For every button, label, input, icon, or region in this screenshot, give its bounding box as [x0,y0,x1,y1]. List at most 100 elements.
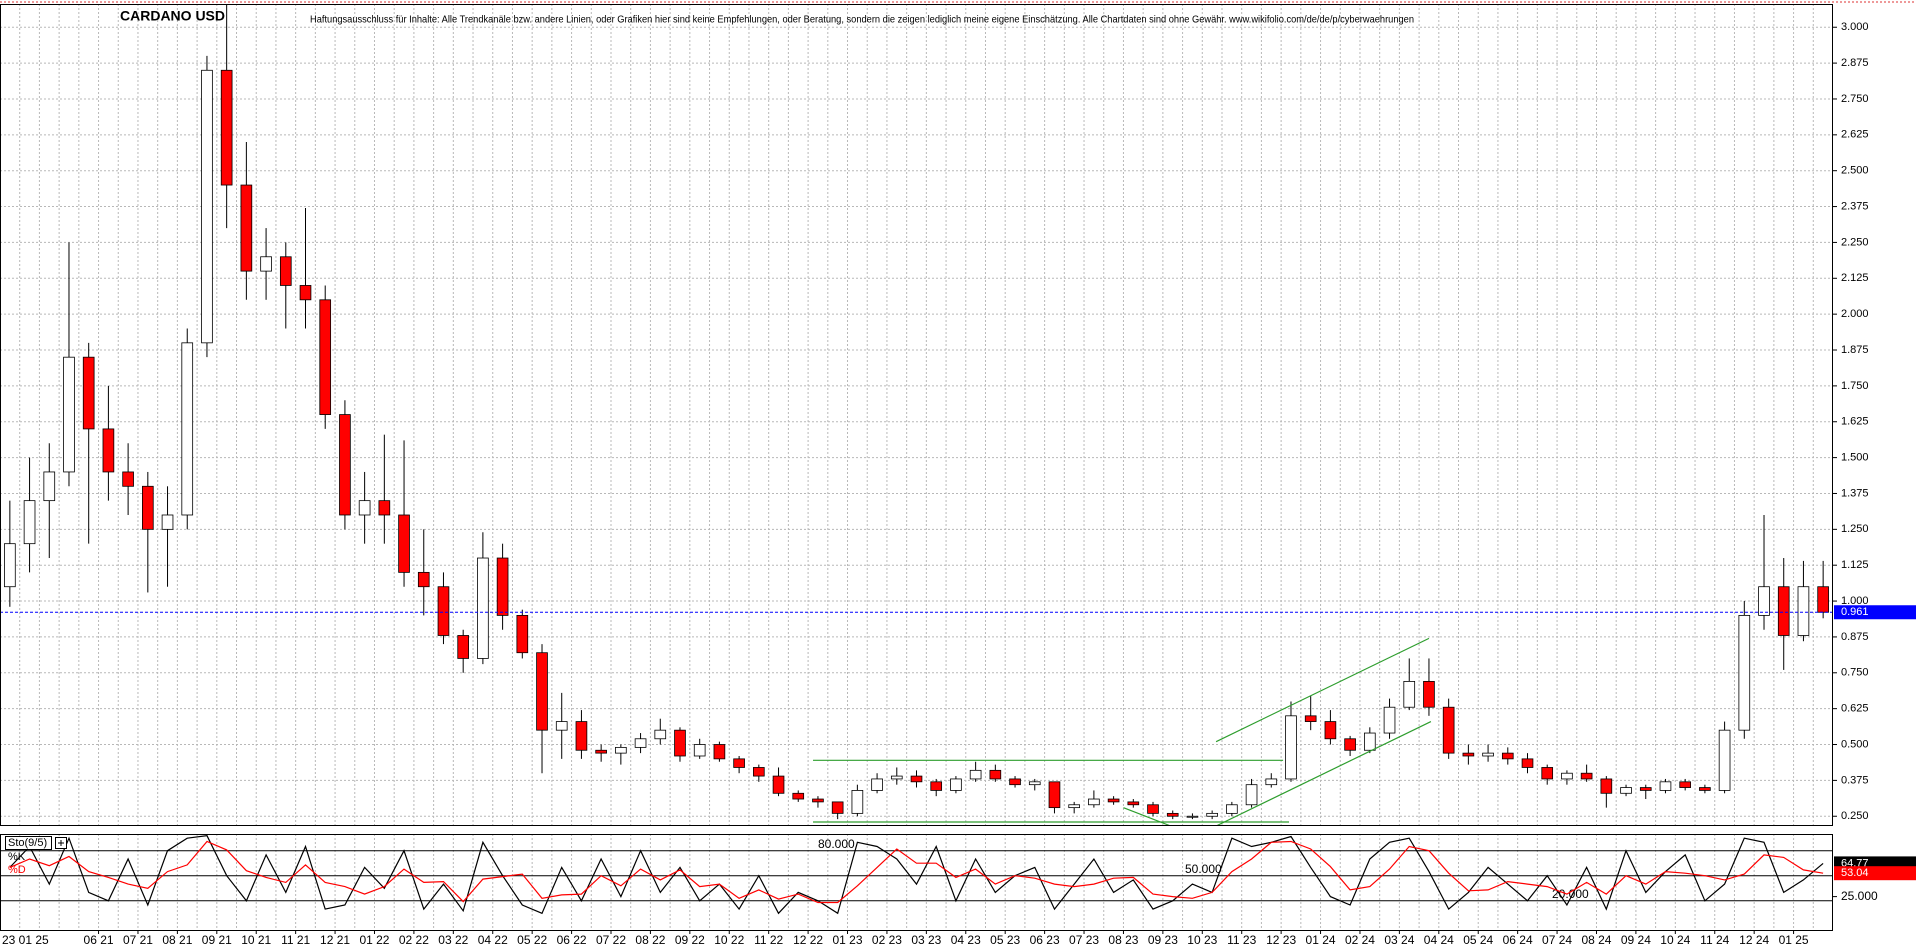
last-price-box [1834,605,1916,620]
candle-body [1423,680,1435,708]
candle-body [398,514,410,573]
candle-body [1777,586,1790,636]
y-tick-label: 0.250 [1841,810,1869,822]
y-tick-label: 1.250 [1841,523,1869,535]
candle-body [181,342,194,516]
x-tick-label: 10 23 [1187,933,1217,947]
candle-body [1620,787,1632,794]
x-tick-label: 11 24 [1700,933,1729,947]
candle-body [1442,706,1455,754]
candle-body [595,749,607,754]
x-tick-label: 10 21 [241,933,271,947]
x-tick-label: 01 22 [359,933,389,947]
candle-body [1758,586,1770,616]
x-tick-label: 05 22 [517,933,547,947]
candle-body [82,356,95,430]
candle-body [1186,815,1199,818]
candle-body [1009,778,1021,786]
x-tick-label: 06 24 [1503,933,1533,947]
candle-body [1462,752,1475,757]
candle-body [260,256,272,272]
x-tick-label: 12 22 [793,933,823,947]
trendline [1215,721,1432,826]
y-tick-label: 2.250 [1841,236,1869,248]
candle-body [43,471,56,502]
x-tick-label: 04 22 [478,933,508,947]
candle-body [1324,721,1337,740]
x-tick-label: 12 24 [1739,933,1769,947]
candle-body [1718,729,1731,791]
candle-body [772,775,785,794]
candle-body [378,500,391,516]
candle-body [299,285,312,301]
x-tick-label: 08 23 [1108,933,1138,947]
date-label: 23 01 25 [2,933,49,947]
candle-body [1088,798,1100,806]
candle-body [358,500,371,516]
candle-body [1600,778,1613,794]
x-tick-label: 03 23 [911,933,941,947]
candle-body [1699,787,1711,791]
trendline [1215,637,1430,743]
candle-body [1521,758,1534,768]
candle-body [23,500,36,545]
candle-body [1344,738,1356,751]
x-tick-label: 07 23 [1069,933,1099,947]
x-tick-label: 01 23 [833,933,863,947]
x-tick-label: 04 23 [951,933,981,947]
indicator-name-box [5,836,52,850]
candle-body [457,635,469,659]
candle-body [969,769,982,780]
y-tick-label: 0.500 [1841,738,1869,750]
candle-body [812,798,824,803]
x-tick-label: 09 23 [1148,933,1178,947]
x-tick-label: 11 22 [754,933,783,947]
indicator-line [9,840,1824,904]
candle-body [496,557,509,616]
candle-body [4,543,16,588]
indicator-name: Sto(9/5) [8,837,47,849]
y-tick-label: 2.625 [1841,129,1869,141]
candle-body [417,571,430,588]
candle-body [910,775,923,783]
level-label: 50.000 [1185,862,1222,876]
candle-body [1541,767,1554,780]
indicator-line [9,835,1824,915]
candle-body [1304,715,1317,722]
y-tick-label: 2.875 [1841,57,1869,69]
plot-frame [0,4,1833,826]
x-tick-label: 07 22 [596,933,626,947]
candle-body [851,790,864,814]
candle-body [1659,781,1672,791]
candle-body [1206,812,1218,817]
candle-body [1561,772,1573,780]
y-tick-label: 1.875 [1841,344,1869,356]
candle-body [871,778,883,791]
candle-body [693,744,706,757]
x-tick-label: 10 24 [1660,933,1690,947]
candle-body [1068,804,1080,809]
disclaimer: Haftungsausschluss für Inhalte: Alle Tre… [310,15,1414,26]
x-tick-label: 08 24 [1581,933,1611,947]
candle-body [1147,804,1159,814]
candle-body [713,744,726,760]
y-tick-label: 2.000 [1841,308,1869,320]
candle-body [63,356,75,473]
candle-body [1285,715,1297,780]
trendline [1123,807,1171,826]
x-tick-label: 04 24 [1424,933,1454,947]
y-tick-label: 1.625 [1841,416,1869,428]
candle-body [1048,781,1061,809]
y-tick-label: 1.375 [1841,487,1869,499]
candle-body [890,775,903,780]
x-tick-label: 11 21 [281,933,310,947]
candle-body [1226,804,1238,814]
candle-body [792,792,805,800]
candle-body [1028,781,1041,786]
x-tick-label: 05 24 [1463,933,1493,947]
candle-body [477,557,489,659]
y2-tick-label: 25.000 [1841,889,1878,903]
x-tick-label: 09 22 [675,933,705,947]
